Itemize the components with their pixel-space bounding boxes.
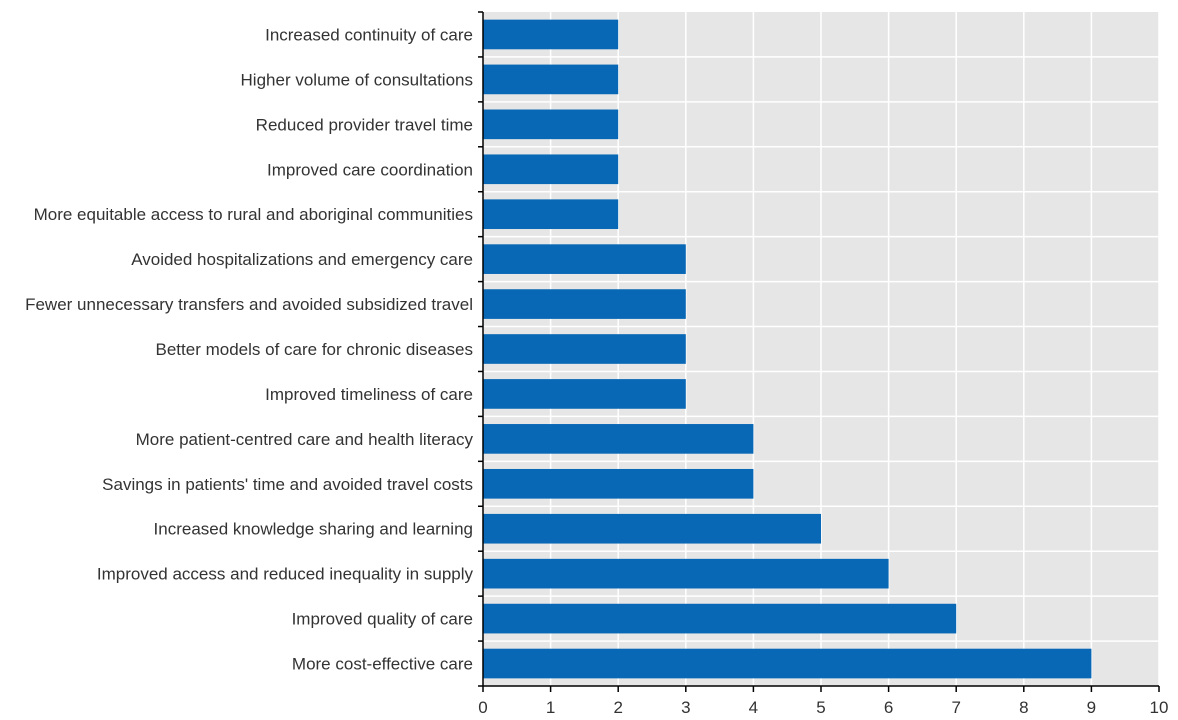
category-label: Reduced provider travel time <box>256 115 473 134</box>
category-label: More cost-effective care <box>292 655 473 674</box>
x-tick-label: 7 <box>951 698 960 717</box>
category-label: Higher volume of consultations <box>241 70 473 89</box>
bar <box>483 334 686 364</box>
bar <box>483 424 754 454</box>
category-label: Better models of care for chronic diseas… <box>156 340 473 359</box>
x-tick-labels: 0 1 2 3 4 5 6 7 8 9 10 <box>478 698 1168 717</box>
category-label: Savings in patients' time and avoided tr… <box>102 475 473 494</box>
category-labels: Increased continuity of care Higher volum… <box>25 25 473 673</box>
bar <box>483 603 957 634</box>
bar <box>483 64 619 95</box>
category-label: Avoided hospitalizations and emergency c… <box>131 250 473 269</box>
bar <box>483 379 686 409</box>
category-label: Improved care coordination <box>267 160 473 179</box>
x-tick-label: 9 <box>1087 698 1096 717</box>
bar <box>483 154 619 185</box>
x-tick-label: 3 <box>681 698 690 717</box>
x-tick-label: 6 <box>884 698 893 717</box>
bar <box>483 289 686 319</box>
category-label: More patient-centred care and health lit… <box>136 430 474 449</box>
x-tick-label: 4 <box>749 698 758 717</box>
bar <box>483 468 754 499</box>
category-label: More equitable access to rural and abori… <box>34 205 473 224</box>
category-label: Improved access and reduced inequality i… <box>97 565 474 584</box>
axes <box>478 11 1160 692</box>
x-tick-label: 1 <box>546 698 555 717</box>
bar <box>483 199 619 230</box>
bars <box>483 19 1092 679</box>
x-tick-label: 5 <box>816 698 825 717</box>
category-label: Improved quality of care <box>292 610 473 629</box>
category-label: Increased knowledge sharing and learning <box>154 520 473 539</box>
x-tick-label: 0 <box>478 698 487 717</box>
x-tick-label: 8 <box>1019 698 1028 717</box>
category-label: Fewer unnecessary transfers and avoided … <box>25 295 473 314</box>
bar <box>483 109 619 140</box>
bar <box>483 513 821 544</box>
gridlines <box>483 12 1160 686</box>
x-tick-label: 2 <box>613 698 622 717</box>
x-tick-label: 10 <box>1150 698 1169 717</box>
bar <box>483 19 619 50</box>
bar <box>483 244 686 274</box>
bar <box>483 648 1092 679</box>
category-label: Improved timeliness of care <box>265 385 473 404</box>
bar <box>483 558 889 589</box>
category-label: Increased continuity of care <box>265 25 473 44</box>
